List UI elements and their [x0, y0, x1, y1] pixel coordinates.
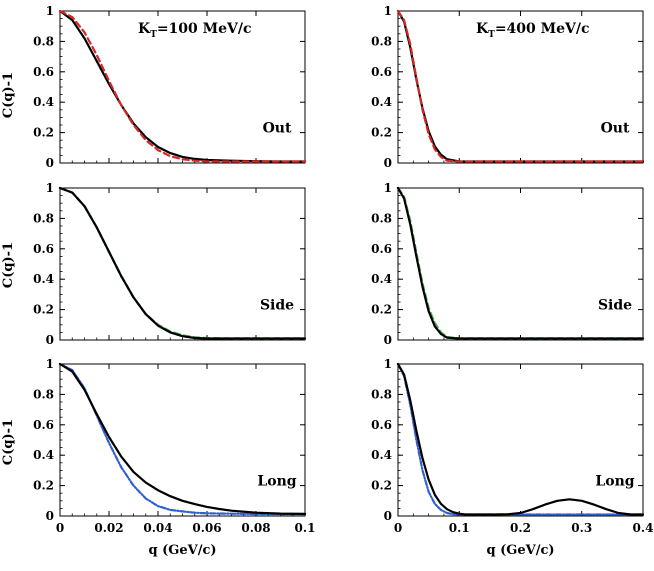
- y-tick-label: 0.4: [371, 95, 392, 109]
- y-tick-label: 0.4: [371, 448, 392, 462]
- y-tick-label: 1: [384, 181, 392, 195]
- y-tick-label: 0.2: [33, 126, 54, 140]
- y-tick-label: 0.4: [371, 272, 392, 286]
- plot-frame: [397, 187, 644, 341]
- y-tick-label: 0.6: [33, 242, 54, 256]
- y-tick-label: 0: [384, 509, 392, 523]
- x-axis-label: q (GeV/c): [486, 543, 554, 558]
- x-tick-label: 0.1: [295, 521, 316, 535]
- panel-label: Side: [598, 298, 632, 314]
- y-tick-label: 0.6: [371, 65, 392, 79]
- panel-title: KT=100 MeV/c: [138, 21, 252, 40]
- y-tick-label: 0: [46, 156, 54, 170]
- plot-frame: [59, 187, 306, 341]
- y-axis-label: C(q)-1: [1, 419, 16, 465]
- x-tick-label: 0.1: [449, 521, 470, 535]
- x-axis-label: q (GeV/c): [148, 543, 216, 558]
- y-tick-label: 0.2: [371, 479, 392, 493]
- panel-p11: 0 0.2 0.4 0.6 0.8 1 Side: [371, 181, 645, 347]
- y-tick-label: 1: [46, 357, 54, 371]
- y-tick-label: 0.8: [371, 387, 392, 401]
- series-line-model: [396, 186, 645, 340]
- y-tick-label: 0: [384, 156, 392, 170]
- series-line-model: [58, 9, 307, 163]
- panel-label: Side: [260, 298, 294, 314]
- y-tick-label: 0.6: [33, 418, 54, 432]
- panel-title: KT=400 MeV/c: [476, 21, 590, 40]
- y-tick-label: 0: [46, 509, 54, 523]
- y-tick-label: 0.4: [33, 272, 54, 286]
- series-line-fit: [58, 9, 307, 163]
- series-line-model: [58, 186, 307, 340]
- y-tick-label: 0.2: [371, 303, 392, 317]
- series-line-fit: [58, 186, 307, 340]
- x-tick-label: 0.3: [571, 521, 592, 535]
- panel-label: Out: [601, 121, 630, 137]
- panel-p10: 0 0.2 0.4 0.6 0.8 1 Side C(q)-1: [1, 181, 307, 347]
- y-tick-label: 0.6: [371, 242, 392, 256]
- x-tick-label: 0.2: [510, 521, 531, 535]
- y-tick-label: 1: [46, 181, 54, 195]
- y-axis-label: C(q)-1: [1, 72, 16, 118]
- y-tick-label: 0.8: [33, 387, 54, 401]
- x-tick-label: 0: [394, 521, 402, 535]
- panel-label: Long: [595, 474, 634, 490]
- x-tick-label: 0: [56, 521, 64, 535]
- y-tick-label: 0.6: [371, 418, 392, 432]
- x-tick-label: 0.06: [192, 521, 221, 535]
- y-tick-label: 0.8: [33, 34, 54, 48]
- plot-frame: [59, 363, 306, 517]
- y-tick-label: 0.2: [33, 303, 54, 317]
- panel-label: Out: [263, 121, 292, 137]
- y-tick-label: 1: [384, 4, 392, 18]
- y-tick-label: 0.6: [33, 65, 54, 79]
- panel-p20: 0 0.2 0.4 0.6 0.8 1 0 0.02 0.04 0.06 0.08 0.1 Long C(…: [1, 357, 315, 558]
- y-tick-label: 1: [46, 4, 54, 18]
- y-tick-label: 0.4: [33, 95, 54, 109]
- series-line-fit: [396, 9, 645, 163]
- y-tick-label: 0.2: [371, 126, 392, 140]
- series-line-fit: [58, 362, 307, 516]
- x-tick-label: 0.02: [94, 521, 123, 535]
- panel-p00: 0 0.2 0.4 0.6 0.8 1 Out KT=100 MeV/c C(q)-1: [1, 4, 307, 170]
- x-tick-label: 0.08: [241, 521, 270, 535]
- panel-p21: 0 0.2 0.4 0.6 0.8 1 0 0.1 0.2 0.3 0.4 Long q (GeV/c): [371, 357, 653, 558]
- panel-label: Long: [257, 474, 296, 490]
- y-tick-label: 0.4: [33, 448, 54, 462]
- y-tick-label: 0: [46, 333, 54, 347]
- series-line-model: [58, 362, 307, 516]
- panel-p01: 0 0.2 0.4 0.6 0.8 1 Out KT=400 MeV/c: [371, 4, 645, 170]
- y-tick-label: 0.8: [371, 211, 392, 225]
- y-tick-label: 0: [384, 333, 392, 347]
- x-tick-label: 0.04: [143, 521, 172, 535]
- series-line-fit: [396, 186, 645, 340]
- series-line-model: [396, 362, 645, 516]
- y-axis-label: C(q)-1: [1, 242, 16, 288]
- y-tick-label: 0.8: [33, 211, 54, 225]
- y-tick-label: 1: [384, 357, 392, 371]
- y-tick-label: 0.8: [371, 34, 392, 48]
- x-tick-label: 0.4: [633, 521, 654, 535]
- y-tick-label: 0.2: [33, 479, 54, 493]
